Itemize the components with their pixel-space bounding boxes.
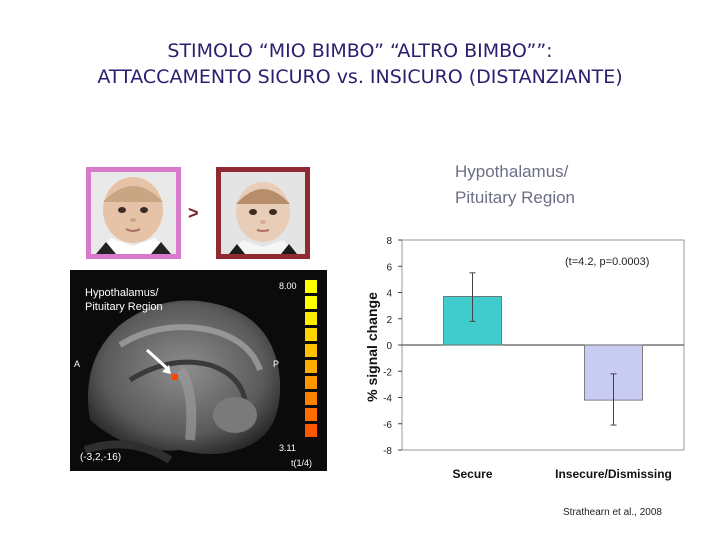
source-citation: Strathearn et al., 2008 [563, 507, 662, 518]
y-tick-label: -6 [383, 420, 392, 431]
colorbar-swatch [305, 392, 317, 405]
y-axis-label: % signal change [364, 292, 380, 402]
baby-face-illustration [91, 172, 176, 254]
x-category-label: Insecure/Dismissing [555, 467, 672, 481]
mri-brain-scan: Hypothalamus/ Pituitary Region (-3,2,-16… [70, 270, 327, 471]
brain-sagittal-illustration [83, 300, 281, 464]
colorbar-swatch [305, 328, 317, 341]
panel-title-line-1: Hypothalamus/ [455, 162, 569, 181]
colorbar-swatch [305, 344, 317, 357]
baby-photo-other [216, 167, 310, 259]
baby-photo-own [86, 167, 181, 259]
colorbar-swatch [305, 312, 317, 325]
activation-arrow [145, 348, 171, 372]
mri-coordinates: (-3,2,-16) [80, 452, 122, 463]
slide-title-line-1: STIMOLO “MIO BIMBO” “ALTRO BIMBO””: [167, 40, 553, 62]
mri-region-label-line-2: Pituitary Region [85, 301, 163, 313]
y-tick-label: -4 [383, 394, 392, 405]
colorbar-swatch [305, 280, 317, 293]
y-tick-label: 0 [386, 341, 392, 352]
y-tick-label: 2 [386, 315, 392, 326]
baby-face-illustration [221, 172, 305, 254]
colorbar-swatch [305, 360, 317, 373]
slide-title-line-2: ATTACCAMENTO SICURO vs. INSICURO (DISTAN… [97, 66, 623, 88]
x-category-label: Secure [452, 467, 492, 481]
plot-frame [401, 239, 685, 451]
bar [443, 296, 502, 346]
chart-annotation: (t=4.2, p=0.0003) [565, 256, 649, 268]
mri-posterior-marker: P [273, 359, 280, 369]
mri-anterior-marker: A [74, 359, 81, 369]
colorbar-swatch [305, 296, 317, 309]
y-tick-label: -2 [383, 367, 392, 378]
y-tick-label: 6 [386, 262, 392, 273]
colorbar-max-label: 8.00 [279, 281, 297, 291]
colorbar-swatch [305, 424, 317, 437]
colorbar-swatch [305, 376, 317, 389]
colorbar-units-label: t(1/4) [291, 458, 313, 468]
y-tick-label: -8 [383, 446, 392, 457]
y-tick-label: 4 [386, 289, 392, 300]
colorbar-swatch [305, 408, 317, 421]
comparison-symbol: > [188, 203, 199, 223]
bar [584, 344, 643, 401]
colorbar-min-label: 3.11 [279, 443, 296, 453]
panel-title-line-2: Pituitary Region [455, 188, 576, 207]
y-tick-label: 8 [386, 236, 392, 247]
mri-region-label-line-1: Hypothalamus/ [85, 287, 159, 299]
